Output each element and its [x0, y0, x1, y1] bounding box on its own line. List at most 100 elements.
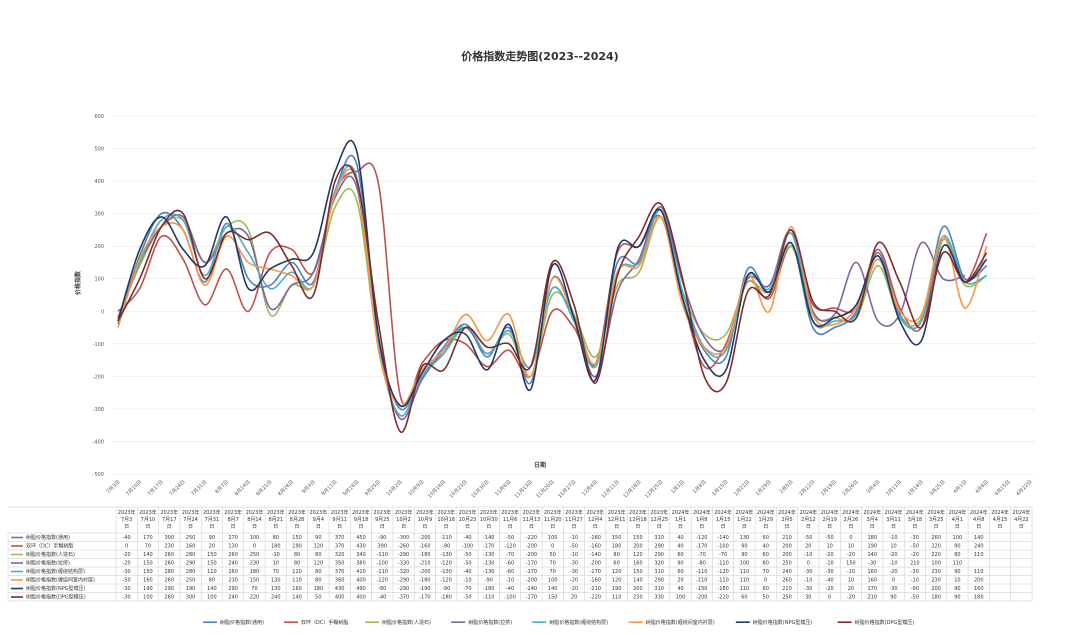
table-cell: 80 — [273, 535, 279, 541]
table-series-name: 树脂价格指数(人造石) — [26, 551, 75, 558]
table-cell: 160 — [143, 578, 153, 584]
table-cell: 80 — [315, 578, 321, 584]
x-tick-label: 3月25日 — [928, 479, 946, 497]
table-cell: -50 — [463, 595, 471, 601]
legend-label: 树脂价格指数(拉挤) — [468, 619, 512, 626]
table-cell: 180 — [612, 544, 622, 550]
y-tick-label: 600 — [94, 114, 104, 120]
table-cell: -30 — [123, 569, 131, 575]
table-cell: 150 — [250, 578, 260, 584]
table-cell: -200 — [419, 535, 430, 541]
table-header-cell: 2024年 1月1 日 — [672, 509, 690, 530]
x-tick-label: 11月20日 — [535, 479, 555, 499]
table-cell: 80 — [763, 561, 769, 567]
table-header-cell: 2024年 1月15 日 — [714, 509, 732, 530]
table-cell: 200 — [782, 544, 792, 550]
table-cell: -10 — [847, 569, 855, 575]
y-tick-label: -100 — [93, 342, 104, 348]
x-tick-label: 8月21日 — [255, 479, 273, 497]
table-cell: 320 — [335, 552, 345, 558]
table-cell: 90 — [741, 552, 747, 558]
table-cell: -200 — [526, 578, 537, 584]
table-cell: 150 — [207, 561, 217, 567]
table-cell: -10 — [804, 578, 812, 584]
table-cell: -320 — [398, 569, 409, 575]
table-cell: 0 — [551, 544, 554, 550]
table-cell: -110 — [696, 569, 707, 575]
x-tick-label: 10月23日 — [449, 479, 469, 499]
table-cell: 20 — [677, 578, 683, 584]
table-cell: 490 — [356, 586, 366, 592]
table-cell: 200 — [633, 586, 643, 592]
legend-label: 树脂价格指数(缠绕间室内衬层) — [646, 619, 715, 626]
table-cell: 100 — [953, 535, 963, 541]
x-tick-label: 1月15日 — [711, 479, 729, 497]
table-cell: -50 — [463, 561, 471, 567]
table-cell: 60 — [677, 552, 683, 558]
table-cell: 130 — [740, 535, 750, 541]
table-cell: 90 — [954, 595, 960, 601]
table-cell: 180 — [250, 569, 260, 575]
table-cell: 220 — [931, 544, 941, 550]
table-cell: 230 — [931, 569, 941, 575]
x-tick-label: 9月18日 — [342, 479, 360, 497]
table-cell: -30 — [804, 569, 812, 575]
table-cell: 260 — [228, 569, 238, 575]
table-header-cell: 2023年 9月18 日 — [352, 509, 370, 530]
y-tick-label: 100 — [94, 277, 104, 283]
table-cell: 90 — [315, 535, 321, 541]
table-cell: 150 — [548, 595, 558, 601]
table-cell: -260 — [398, 544, 409, 550]
x-axis-ticks: 7月3日 7月10日 7月17日 7月24日 7月31日 8月7日 8月14日 8月21日 8月… — [106, 479, 1034, 499]
table-cell: 0 — [828, 595, 831, 601]
x-tick-label: 9月4日 — [301, 479, 317, 495]
x-tick-label: 7月31日 — [190, 479, 208, 497]
table-cell: -140 — [483, 535, 494, 541]
table-cell: -30 — [804, 586, 812, 592]
table-header-cell: 2023年 10月9 日 — [416, 509, 434, 530]
table-cell: -60 — [506, 569, 514, 575]
table-cell: -20 — [570, 578, 578, 584]
table-cell: -40 — [826, 578, 834, 584]
table-cell: 370 — [335, 535, 345, 541]
table-cell: -150 — [696, 586, 707, 592]
x-tick-label: 12月18日 — [622, 479, 642, 499]
table-header-cell: 2024年 4月22 日 — [1012, 509, 1030, 530]
table-header-cell: 2023年 12月25 日 — [650, 509, 668, 530]
table-cell: -160 — [419, 544, 430, 550]
table-cell: 430 — [335, 586, 345, 592]
table-cell: 280 — [164, 569, 174, 575]
table-cell: -220 — [590, 595, 601, 601]
table-cell: 70 — [145, 544, 151, 550]
series-line-7 — [117, 164, 988, 433]
table-header-cell: 2023年 12月4 日 — [586, 509, 604, 530]
table-cell: 180 — [271, 544, 281, 550]
table-cell: 210 — [867, 595, 877, 601]
table-cell: 160 — [292, 586, 302, 592]
table-cell: 100 — [740, 561, 750, 567]
table-cell: -100 — [377, 561, 388, 567]
table-cell: 110 — [953, 561, 963, 567]
table-cell: 270 — [228, 535, 238, 541]
table-cell: 50 — [763, 595, 769, 601]
table-cell: -70 — [506, 552, 514, 558]
table-cell: -80 — [378, 586, 386, 592]
table-cell: 250 — [186, 535, 196, 541]
x-tick-label: 8月14日 — [234, 479, 252, 497]
table-cell: 300 — [164, 535, 174, 541]
table-cell: 220 — [250, 595, 260, 601]
table-cell: 160 — [186, 544, 196, 550]
table-header-cell: 2023年 11月13 日 — [523, 509, 541, 530]
table-cell: 340 — [356, 552, 366, 558]
table-cell: 80 — [954, 552, 960, 558]
table-cell: -110 — [377, 552, 388, 558]
table-cell: -200 — [419, 569, 430, 575]
table-cell: 290 — [654, 544, 664, 550]
x-tick-label: 7月10日 — [125, 479, 143, 497]
table-cell: -120 — [504, 544, 515, 550]
table-cell: 350 — [335, 561, 345, 567]
table-cell: 400 — [356, 595, 366, 601]
table-header-cell: 2023年 7月31 日 — [203, 509, 221, 530]
table-cell: 290 — [654, 578, 664, 584]
table-cell: 370 — [335, 569, 345, 575]
